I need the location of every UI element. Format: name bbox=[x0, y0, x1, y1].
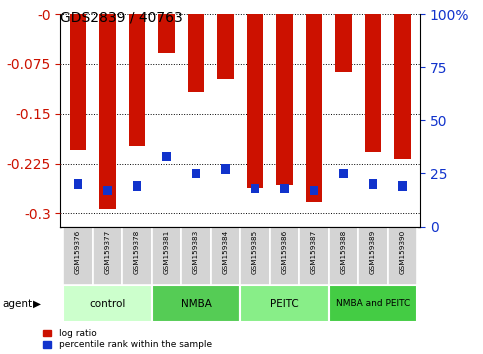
Bar bbox=[340, 169, 348, 178]
Text: agent: agent bbox=[2, 299, 32, 309]
Bar bbox=[158, 14, 175, 53]
Text: GDS2839 / 40763: GDS2839 / 40763 bbox=[60, 11, 183, 25]
Text: NMBA and PEITC: NMBA and PEITC bbox=[336, 299, 410, 308]
Text: GSM159390: GSM159390 bbox=[399, 229, 406, 274]
Bar bbox=[365, 14, 381, 152]
Text: GSM159385: GSM159385 bbox=[252, 229, 258, 274]
Legend: log ratio, percentile rank within the sample: log ratio, percentile rank within the sa… bbox=[43, 329, 212, 349]
Text: GSM159376: GSM159376 bbox=[75, 229, 81, 274]
Bar bbox=[247, 14, 263, 188]
Bar bbox=[281, 183, 289, 193]
Bar bbox=[70, 14, 86, 150]
Bar bbox=[270, 227, 299, 285]
Bar bbox=[221, 164, 230, 174]
Bar bbox=[358, 227, 388, 285]
Text: GSM159378: GSM159378 bbox=[134, 229, 140, 274]
Bar bbox=[329, 227, 358, 285]
Bar bbox=[99, 14, 115, 209]
Bar bbox=[122, 227, 152, 285]
Bar bbox=[241, 227, 270, 285]
Text: PEITC: PEITC bbox=[270, 298, 299, 309]
Bar bbox=[276, 14, 293, 185]
Text: GSM159386: GSM159386 bbox=[282, 229, 287, 274]
Text: NMBA: NMBA bbox=[181, 298, 212, 309]
Bar bbox=[63, 285, 152, 322]
Bar bbox=[388, 227, 417, 285]
Bar bbox=[133, 181, 141, 191]
Text: GSM159384: GSM159384 bbox=[223, 229, 228, 274]
Bar bbox=[335, 14, 352, 72]
Bar bbox=[129, 14, 145, 145]
Text: GSM159381: GSM159381 bbox=[164, 229, 170, 274]
Text: GSM159377: GSM159377 bbox=[104, 229, 111, 274]
Bar bbox=[188, 14, 204, 92]
Bar bbox=[211, 227, 241, 285]
Bar bbox=[251, 183, 259, 193]
Bar bbox=[306, 14, 322, 202]
Text: ▶: ▶ bbox=[33, 299, 41, 309]
Bar bbox=[217, 14, 234, 79]
Bar bbox=[398, 181, 407, 191]
Bar bbox=[152, 285, 241, 322]
Text: GSM159383: GSM159383 bbox=[193, 229, 199, 274]
Bar bbox=[74, 179, 82, 189]
Bar bbox=[369, 179, 377, 189]
Bar bbox=[395, 14, 411, 159]
Text: GSM159387: GSM159387 bbox=[311, 229, 317, 274]
Bar bbox=[181, 227, 211, 285]
Bar bbox=[162, 152, 170, 161]
Bar bbox=[152, 227, 181, 285]
Bar bbox=[310, 185, 318, 195]
Bar bbox=[63, 227, 93, 285]
Text: control: control bbox=[89, 298, 126, 309]
Bar bbox=[329, 285, 417, 322]
Bar bbox=[299, 227, 329, 285]
Bar bbox=[192, 169, 200, 178]
Bar bbox=[241, 285, 329, 322]
Text: GSM159388: GSM159388 bbox=[341, 229, 346, 274]
Bar bbox=[93, 227, 122, 285]
Bar bbox=[103, 185, 112, 195]
Text: GSM159389: GSM159389 bbox=[370, 229, 376, 274]
